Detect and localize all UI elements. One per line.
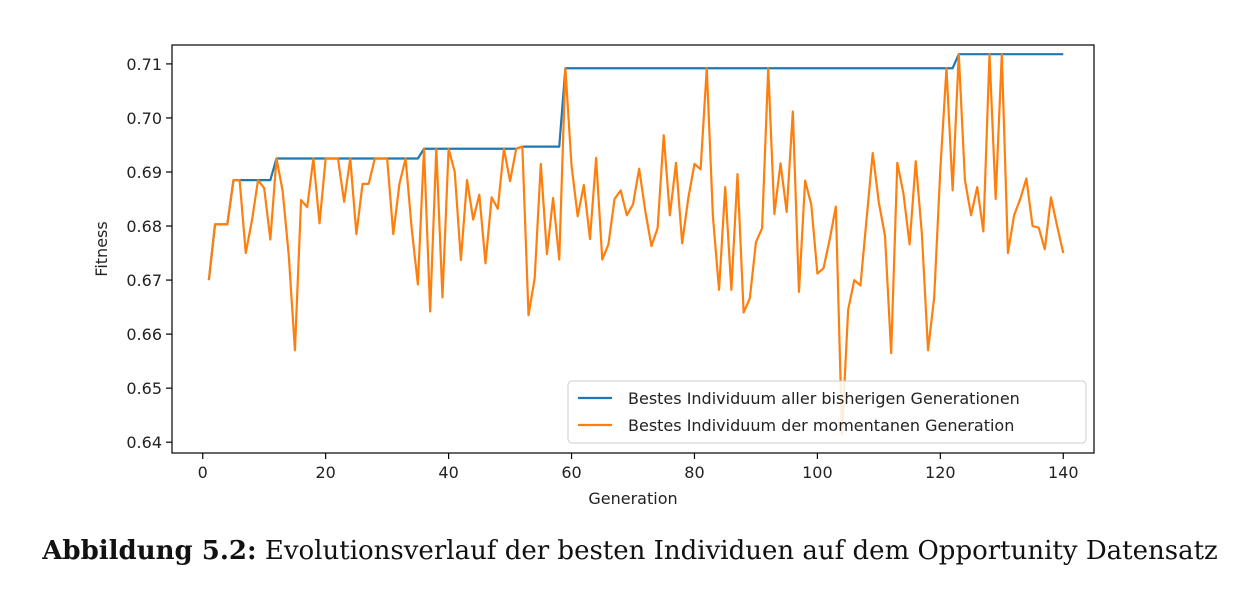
x-tick-label: 40 bbox=[438, 463, 458, 482]
plot-frame bbox=[171, 44, 1095, 454]
x-tick-label: 80 bbox=[684, 463, 704, 482]
chart: 0 20 40 60 80 100 120 140 0.640.650.660.670.680… bbox=[92, 44, 1095, 508]
x-axis-label: Generation bbox=[588, 489, 677, 508]
figure-caption: Abbildung 5.2: Evolutionsverlauf der bes… bbox=[0, 536, 1260, 566]
y-tick-label: 0.69 bbox=[126, 163, 162, 182]
y-tick-label: 0.67 bbox=[126, 271, 162, 290]
series-line-best-current bbox=[207, 53, 1065, 436]
x-tick-label: 20 bbox=[315, 463, 335, 482]
legend-box bbox=[567, 380, 1087, 444]
caption-text: Evolutionsverlauf der besten Individuen … bbox=[256, 536, 1218, 566]
x-tick-label: 60 bbox=[561, 463, 581, 482]
y-tick-label: 0.71 bbox=[126, 55, 162, 74]
caption-prefix: Abbildung 5.2: bbox=[42, 536, 257, 566]
y-tick-label: 0.66 bbox=[126, 325, 162, 344]
x-tick-label: 0 bbox=[198, 463, 208, 482]
legend-label-best-overall: Bestes Individuum aller bisherigen Gener… bbox=[628, 389, 1020, 408]
legend-label-best-current: Bestes Individuum der momentanen Generat… bbox=[628, 416, 1014, 435]
x-axis: 0 20 40 60 80 100 120 140 bbox=[198, 453, 1079, 482]
y-axis: 0.64 0.65 0.66 0.67 0.68 0.69 0.70 0.71 bbox=[126, 55, 172, 452]
legend: Bestes Individuum aller bisherigen Gener… bbox=[567, 380, 1087, 444]
y-tick-label: 0.64 bbox=[126, 433, 162, 452]
x-tick-label: 120 bbox=[925, 463, 956, 482]
series-layer bbox=[207, 53, 1065, 436]
y-tick-label: 0.65 bbox=[126, 379, 162, 398]
x-tick-label: 100 bbox=[802, 463, 833, 482]
y-axis-label: Fitness bbox=[92, 221, 111, 276]
y-tick-label: 0.70 bbox=[126, 109, 162, 128]
x-tick-label: 140 bbox=[1048, 463, 1079, 482]
y-tick-label: 0.68 bbox=[126, 217, 162, 236]
